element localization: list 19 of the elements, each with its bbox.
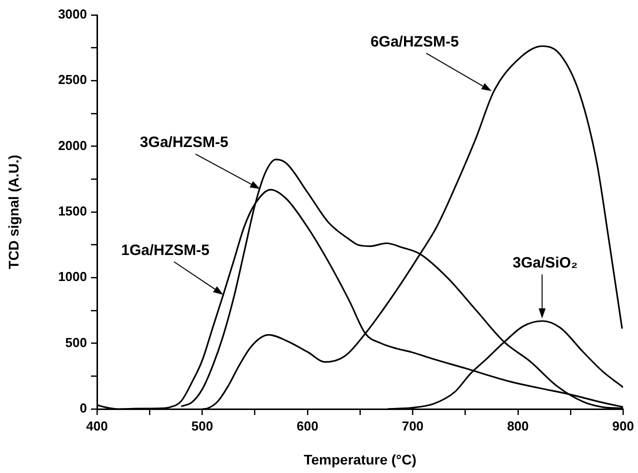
y-tick-label: 0 [80,400,87,416]
y-tick-label: 1000 [58,269,87,284]
x-tick-label: 400 [86,418,108,434]
x-tick-label: 900 [612,418,634,434]
y-tick-label: 1500 [58,204,87,219]
x-tick-label: 800 [507,418,529,434]
annotation: 1Ga/HZSM-5 [121,242,210,259]
annotation: 6Ga/HZSM-5 [370,33,459,50]
x-tick-label: 500 [191,418,214,434]
x-tick-label: 700 [402,418,424,434]
y-tick-label: 2500 [58,72,87,88]
annotation: 3Ga/SiO₂ [512,254,578,272]
x-axis-title: Temperature (°C) [304,451,416,468]
y-tick-label: 3000 [58,6,87,22]
y-tick-label: 500 [65,334,87,350]
x-tick-label: 600 [296,418,318,434]
annotation: 3Ga/HZSM-5 [140,134,228,152]
y-tick-label: 2000 [58,138,87,153]
y-axis-title: TCD signal (A.U.) [5,154,22,270]
